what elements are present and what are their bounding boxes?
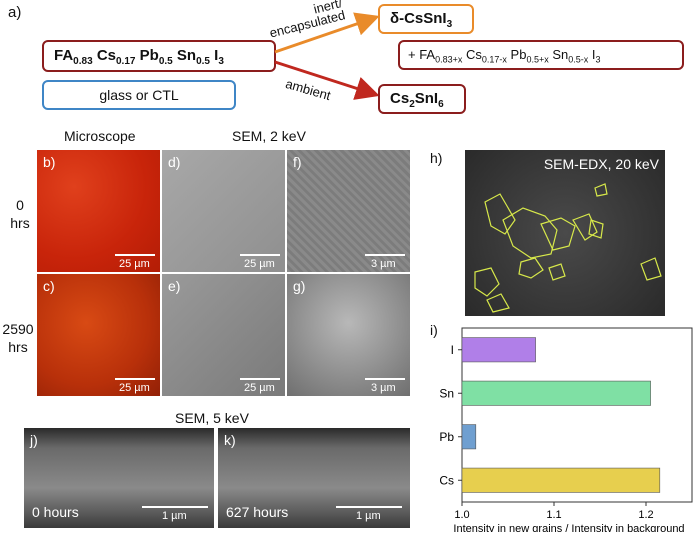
row-label-2590hrs: 2590 hrs (2, 321, 34, 355)
product-delta-formula: δ-CsSnI3 (390, 10, 453, 30)
panel-e-label: e) (168, 278, 181, 294)
panel-a-label: a) (8, 4, 22, 21)
scale-text: 3 µm (371, 258, 396, 270)
bar-i (461, 337, 536, 363)
product-delta-box: δ-CsSnI3 (378, 4, 474, 34)
product-perovskite-box: + FA0.83+x Cs0.17-x Pb0.5+x Sn0.5-x I3 (398, 40, 684, 70)
panel-h-label: h) (430, 150, 443, 166)
scale-bar (115, 254, 155, 256)
plot-frame (461, 327, 693, 503)
panel-k-time: 627 hours (226, 504, 289, 520)
product-cs2sni6-formula: Cs2SnI6 (390, 90, 444, 110)
panel-c-microscope-2590h: c) 25 µm (37, 274, 160, 396)
scale-text: 25 µm (244, 382, 275, 394)
panel-k-cross-section: k) 627 hours 1 µm (218, 428, 410, 528)
x-tick-label: 1.2 (638, 509, 653, 521)
panel-i-label: i) (430, 322, 438, 338)
bar-cs (461, 467, 661, 493)
panel-g-label: g) (293, 278, 306, 294)
category-label-pb: Pb (439, 430, 454, 444)
panel-g-sem-2590h-zoom: g) 3 µm (287, 274, 410, 396)
category-label-i: I (451, 343, 454, 357)
column-header-microscope: Microscope (64, 128, 136, 144)
scale-text: 1 µm (162, 510, 187, 522)
panel-d-sem-0h: d) 25 µm (162, 150, 285, 272)
substrate-label: glass or CTL (99, 87, 179, 103)
scale-bar (336, 506, 402, 508)
arrow-ambient (274, 60, 380, 100)
scale-text: 1 µm (356, 510, 381, 522)
panel-h-title: SEM-EDX, 20 keV (543, 156, 659, 172)
panel-b-label: b) (43, 154, 56, 170)
bar-pb (461, 424, 477, 450)
bar-sn (461, 380, 651, 406)
panel-b-microscope-0h: b) 25 µm (37, 150, 160, 272)
scale-text: 3 µm (371, 382, 396, 394)
category-label-sn: Sn (439, 386, 454, 400)
panel-f-label: f) (293, 154, 302, 170)
scale-bar (115, 378, 155, 380)
x-axis-label: Intensity in new grains / Intensity in b… (453, 523, 684, 532)
product-cs2sni6-box: Cs2SnI6 (378, 84, 466, 114)
scale-bar (240, 254, 280, 256)
reaction-arrows (274, 12, 380, 100)
panel-f-sem-0h-zoom: f) 3 µm (287, 150, 410, 272)
grain-outlines (474, 183, 662, 313)
panel-k-label: k) (224, 432, 236, 448)
scale-bar (365, 378, 405, 380)
panel-j-label: j) (30, 432, 38, 448)
panel-j-cross-section: j) 0 hours 1 µm (24, 428, 214, 528)
scale-bar (365, 254, 405, 256)
product-perovskite-formula: + FA0.83+x Cs0.17-x Pb0.5+x Sn0.5-x I3 (408, 47, 601, 65)
panel-d-label: d) (168, 154, 181, 170)
category-label-cs: Cs (439, 473, 454, 487)
bar-chart: I Sn Pb Cs 1.0 1.1 1.2 Intensity in new grains … (420, 320, 696, 535)
bar-chart-svg: I Sn Pb Cs 1.0 1.1 1.2 Intensity in new grains … (439, 327, 693, 535)
scale-bar (240, 378, 280, 380)
row-label-0hrs: 0 hrs (10, 197, 30, 231)
reactant-formula: FA0.83 Cs0.17 Pb0.5 Sn0.5 I3 (54, 47, 224, 67)
x-tick-label: 1.0 (454, 509, 469, 521)
scale-text: 25 µm (244, 258, 275, 270)
column-header-sem-2kev: SEM, 2 keV (232, 128, 306, 144)
scale-bar (142, 506, 208, 508)
panel-h-sem-edx: SEM-EDX, 20 keV (465, 150, 665, 316)
x-tick-label: 1.1 (546, 509, 561, 521)
arrow-inert (274, 12, 380, 54)
panel-c-label: c) (43, 278, 55, 294)
scale-text: 25 µm (119, 382, 150, 394)
panel-j-time: 0 hours (32, 504, 79, 520)
substrate-box: glass or CTL (42, 80, 236, 110)
bottom-title: SEM, 5 keV (175, 410, 249, 426)
scale-text: 25 µm (119, 258, 150, 270)
reactant-formula-box: FA0.83 Cs0.17 Pb0.5 Sn0.5 I3 (42, 40, 276, 72)
panel-e-sem-2590h: e) 25 µm (162, 274, 285, 396)
